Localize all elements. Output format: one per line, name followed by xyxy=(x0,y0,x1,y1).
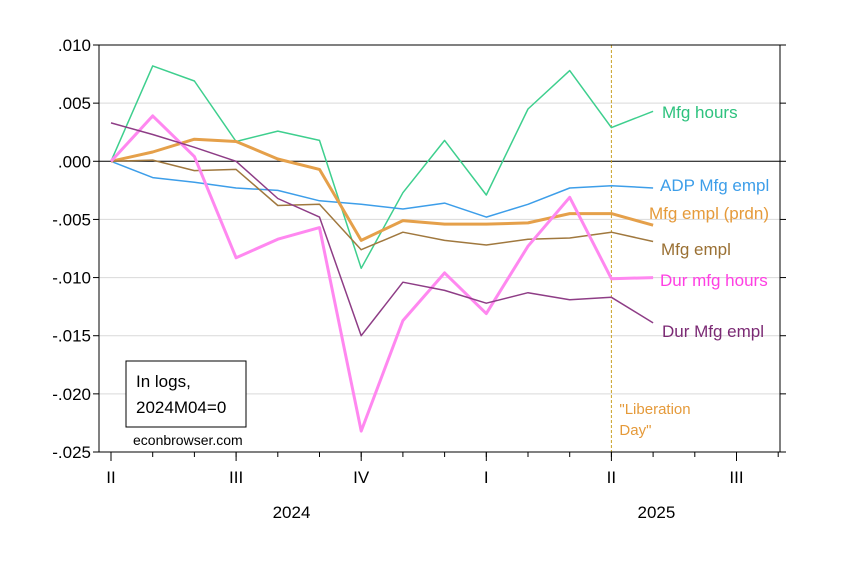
series-label-dur-mfg-hours: Dur mfg hours xyxy=(660,271,768,290)
x-quarter-label: I xyxy=(484,468,489,487)
x-quarter-label: III xyxy=(729,468,743,487)
liberation-day-marker: "Liberation Day" xyxy=(610,45,691,452)
y-tick-label: .005 xyxy=(58,94,91,113)
x-year-label: 2025 xyxy=(637,503,675,522)
x-quarter-label: III xyxy=(229,468,243,487)
series-line-mfg-empl-prdn xyxy=(110,137,654,242)
series-line-dur-mfg-empl xyxy=(110,122,654,337)
annotations: In logs, 2024M04=0 econbrowser.com xyxy=(125,360,247,448)
series-label-mfg-empl: Mfg empl xyxy=(661,240,731,259)
liberation-day-label: Day" xyxy=(619,422,651,439)
plot-frame xyxy=(98,44,781,453)
liberation-day-label: "Liberation xyxy=(619,401,690,418)
y-tick-label: -.005 xyxy=(52,210,91,229)
y-tick-label: .010 xyxy=(58,36,91,55)
series-label-mfg-empl-prdn: Mfg empl (prdn) xyxy=(649,204,769,223)
series-label-dur-mfg-empl: Dur Mfg empl xyxy=(662,322,764,341)
series-lines xyxy=(109,65,654,433)
x-quarter-label: II xyxy=(607,468,616,487)
source-credit: econbrowser.com xyxy=(133,432,243,448)
y-tick-label: .000 xyxy=(58,152,91,171)
y-tick-label: -.025 xyxy=(52,443,91,462)
note-text: In logs, xyxy=(136,372,191,391)
series-labels: Mfg hours ADP Mfg empl Mfg empl (prdn) Mfg … xyxy=(649,103,769,341)
y-tick-label: -.015 xyxy=(52,327,91,346)
series-line-dur-mfg-hours xyxy=(109,114,654,433)
series-line-mfg-empl xyxy=(110,159,654,251)
x-quarter-label: IV xyxy=(353,468,370,487)
x-year-label: 2024 xyxy=(273,503,311,522)
series-label-adp-mfg-empl: ADP Mfg empl xyxy=(660,176,769,195)
note-text: 2024M04=0 xyxy=(136,398,226,417)
note-box xyxy=(125,360,247,428)
x-quarter-label: II xyxy=(106,468,115,487)
series-line-adp-mfg-empl xyxy=(110,160,654,218)
y-tick-label: -.020 xyxy=(52,385,91,404)
series-label-mfg-hours: Mfg hours xyxy=(662,103,738,122)
y-tick-label: -.010 xyxy=(52,269,91,288)
